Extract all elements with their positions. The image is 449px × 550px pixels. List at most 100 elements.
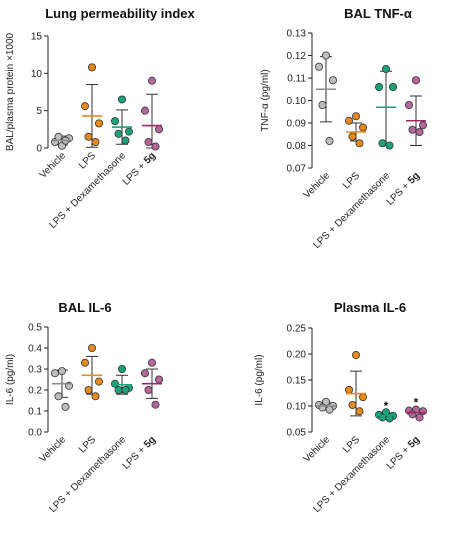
y-tick-label: 5 (36, 106, 42, 117)
category-label-text: LPS (77, 150, 98, 171)
data-point (88, 63, 97, 72)
data-point (84, 132, 93, 141)
data-point (374, 83, 383, 92)
y-tick-label: 0.15 (287, 376, 307, 387)
category-label-text: LPS (77, 434, 98, 455)
data-point (151, 400, 160, 409)
data-point (358, 123, 367, 132)
category-label: LPS (341, 170, 362, 191)
data-point (418, 121, 427, 130)
category-label-text: Vehicle (302, 170, 333, 201)
data-point (381, 65, 390, 74)
y-tick-label: 0.4 (28, 344, 42, 355)
data-point (344, 116, 353, 125)
y-tick-label: 0.05 (287, 428, 307, 439)
data-point (114, 385, 123, 394)
panel-1: Lung permeability index 0 5 10 15 BAL/plasma … (5, 6, 196, 231)
data-point (415, 127, 424, 136)
y-tick-label: 0.3 (28, 365, 42, 376)
y-axis-label: TNF-α (pg/ml) (260, 69, 271, 131)
data-point (154, 375, 163, 384)
y-tick-label: 0 (36, 144, 42, 155)
y-tick-label: 10 (31, 69, 43, 80)
chart-title: BAL TNF-α (344, 6, 412, 21)
data-point (91, 138, 100, 147)
data-point (355, 139, 364, 148)
data-point (54, 132, 63, 141)
data-point (81, 102, 90, 111)
y-tick-label: 15 (31, 32, 43, 43)
data-point (58, 367, 67, 376)
chart-title: Plasma IL-6 (334, 300, 406, 315)
y-axis-label: IL-6 (pg/ml) (254, 354, 265, 405)
category-label: LPS + 5g (385, 170, 422, 207)
data-point (154, 125, 163, 134)
data-point (88, 343, 97, 352)
category-label: Vehicle (38, 150, 69, 181)
data-point (140, 106, 149, 115)
category-label: Vehicle (302, 434, 333, 465)
data-point (415, 413, 424, 422)
y-tick-label: 0.25 (287, 324, 307, 335)
panel-4: Plasma IL-6 0.05 0.10 0.15 0.20 0.25 IL-6 (pg/… (254, 300, 427, 515)
data-point (84, 385, 93, 394)
panel-3: BAL IL-6 0.0 0.1 0.2 0.3 0.4 0.5 IL-6 (pg/ml) Ve… (5, 300, 163, 515)
category-label: LPS + 5g (121, 150, 158, 187)
data-point (351, 351, 360, 360)
y-tick-label: 0.5 (28, 323, 42, 334)
chart-title: BAL IL-6 (58, 300, 111, 315)
data-point (348, 400, 357, 409)
data-point (321, 51, 330, 60)
y-tick-label: 0.12 (287, 51, 307, 62)
data-point (318, 403, 327, 412)
data-point (411, 76, 420, 85)
data-point (351, 112, 360, 121)
category-label-text: LPS (341, 434, 362, 455)
data-point (144, 385, 153, 394)
data-point (404, 101, 413, 110)
data-point (314, 62, 323, 71)
significance-star: * (384, 399, 389, 413)
y-tick-label: 0.10 (287, 402, 307, 413)
data-point (318, 101, 327, 110)
data-point (118, 364, 127, 373)
category-label: LPS + 5g (121, 434, 158, 471)
significance-star: * (414, 396, 419, 410)
data-point (91, 392, 100, 401)
data-point (61, 402, 70, 411)
data-point (355, 407, 364, 416)
category-label: Vehicle (302, 170, 333, 201)
data-point (344, 385, 353, 394)
y-tick-label: 0.09 (287, 119, 307, 130)
category-label-text: Vehicle (302, 434, 333, 465)
y-axis-label: BAL/plasma protein ×1000 (5, 32, 16, 151)
data-point (408, 125, 417, 134)
data-point (114, 129, 123, 138)
y-tick-label: 0.0 (28, 428, 42, 439)
data-point (147, 76, 156, 85)
data-point (121, 136, 130, 145)
data-point (147, 358, 156, 367)
data-point (325, 136, 334, 145)
data-point (121, 385, 130, 394)
category-label: Vehicle (38, 434, 69, 465)
category-label-text: Vehicle (38, 434, 69, 465)
data-point (51, 369, 60, 378)
data-point (54, 392, 63, 401)
data-point (408, 410, 417, 419)
y-tick-label: 0.1 (28, 407, 42, 418)
data-point (348, 132, 357, 141)
category-label: LPS (77, 150, 98, 171)
category-label-text: LPS (341, 170, 362, 191)
data-point (385, 141, 394, 150)
data-point (95, 119, 104, 128)
y-tick-label: 0.11 (287, 74, 306, 85)
data-point (325, 405, 334, 414)
category-label: LPS (341, 434, 362, 455)
data-point (378, 139, 387, 148)
chart-title: Lung permeability index (45, 6, 195, 21)
data-point (388, 83, 397, 92)
data-point (125, 127, 134, 136)
data-point (140, 369, 149, 378)
